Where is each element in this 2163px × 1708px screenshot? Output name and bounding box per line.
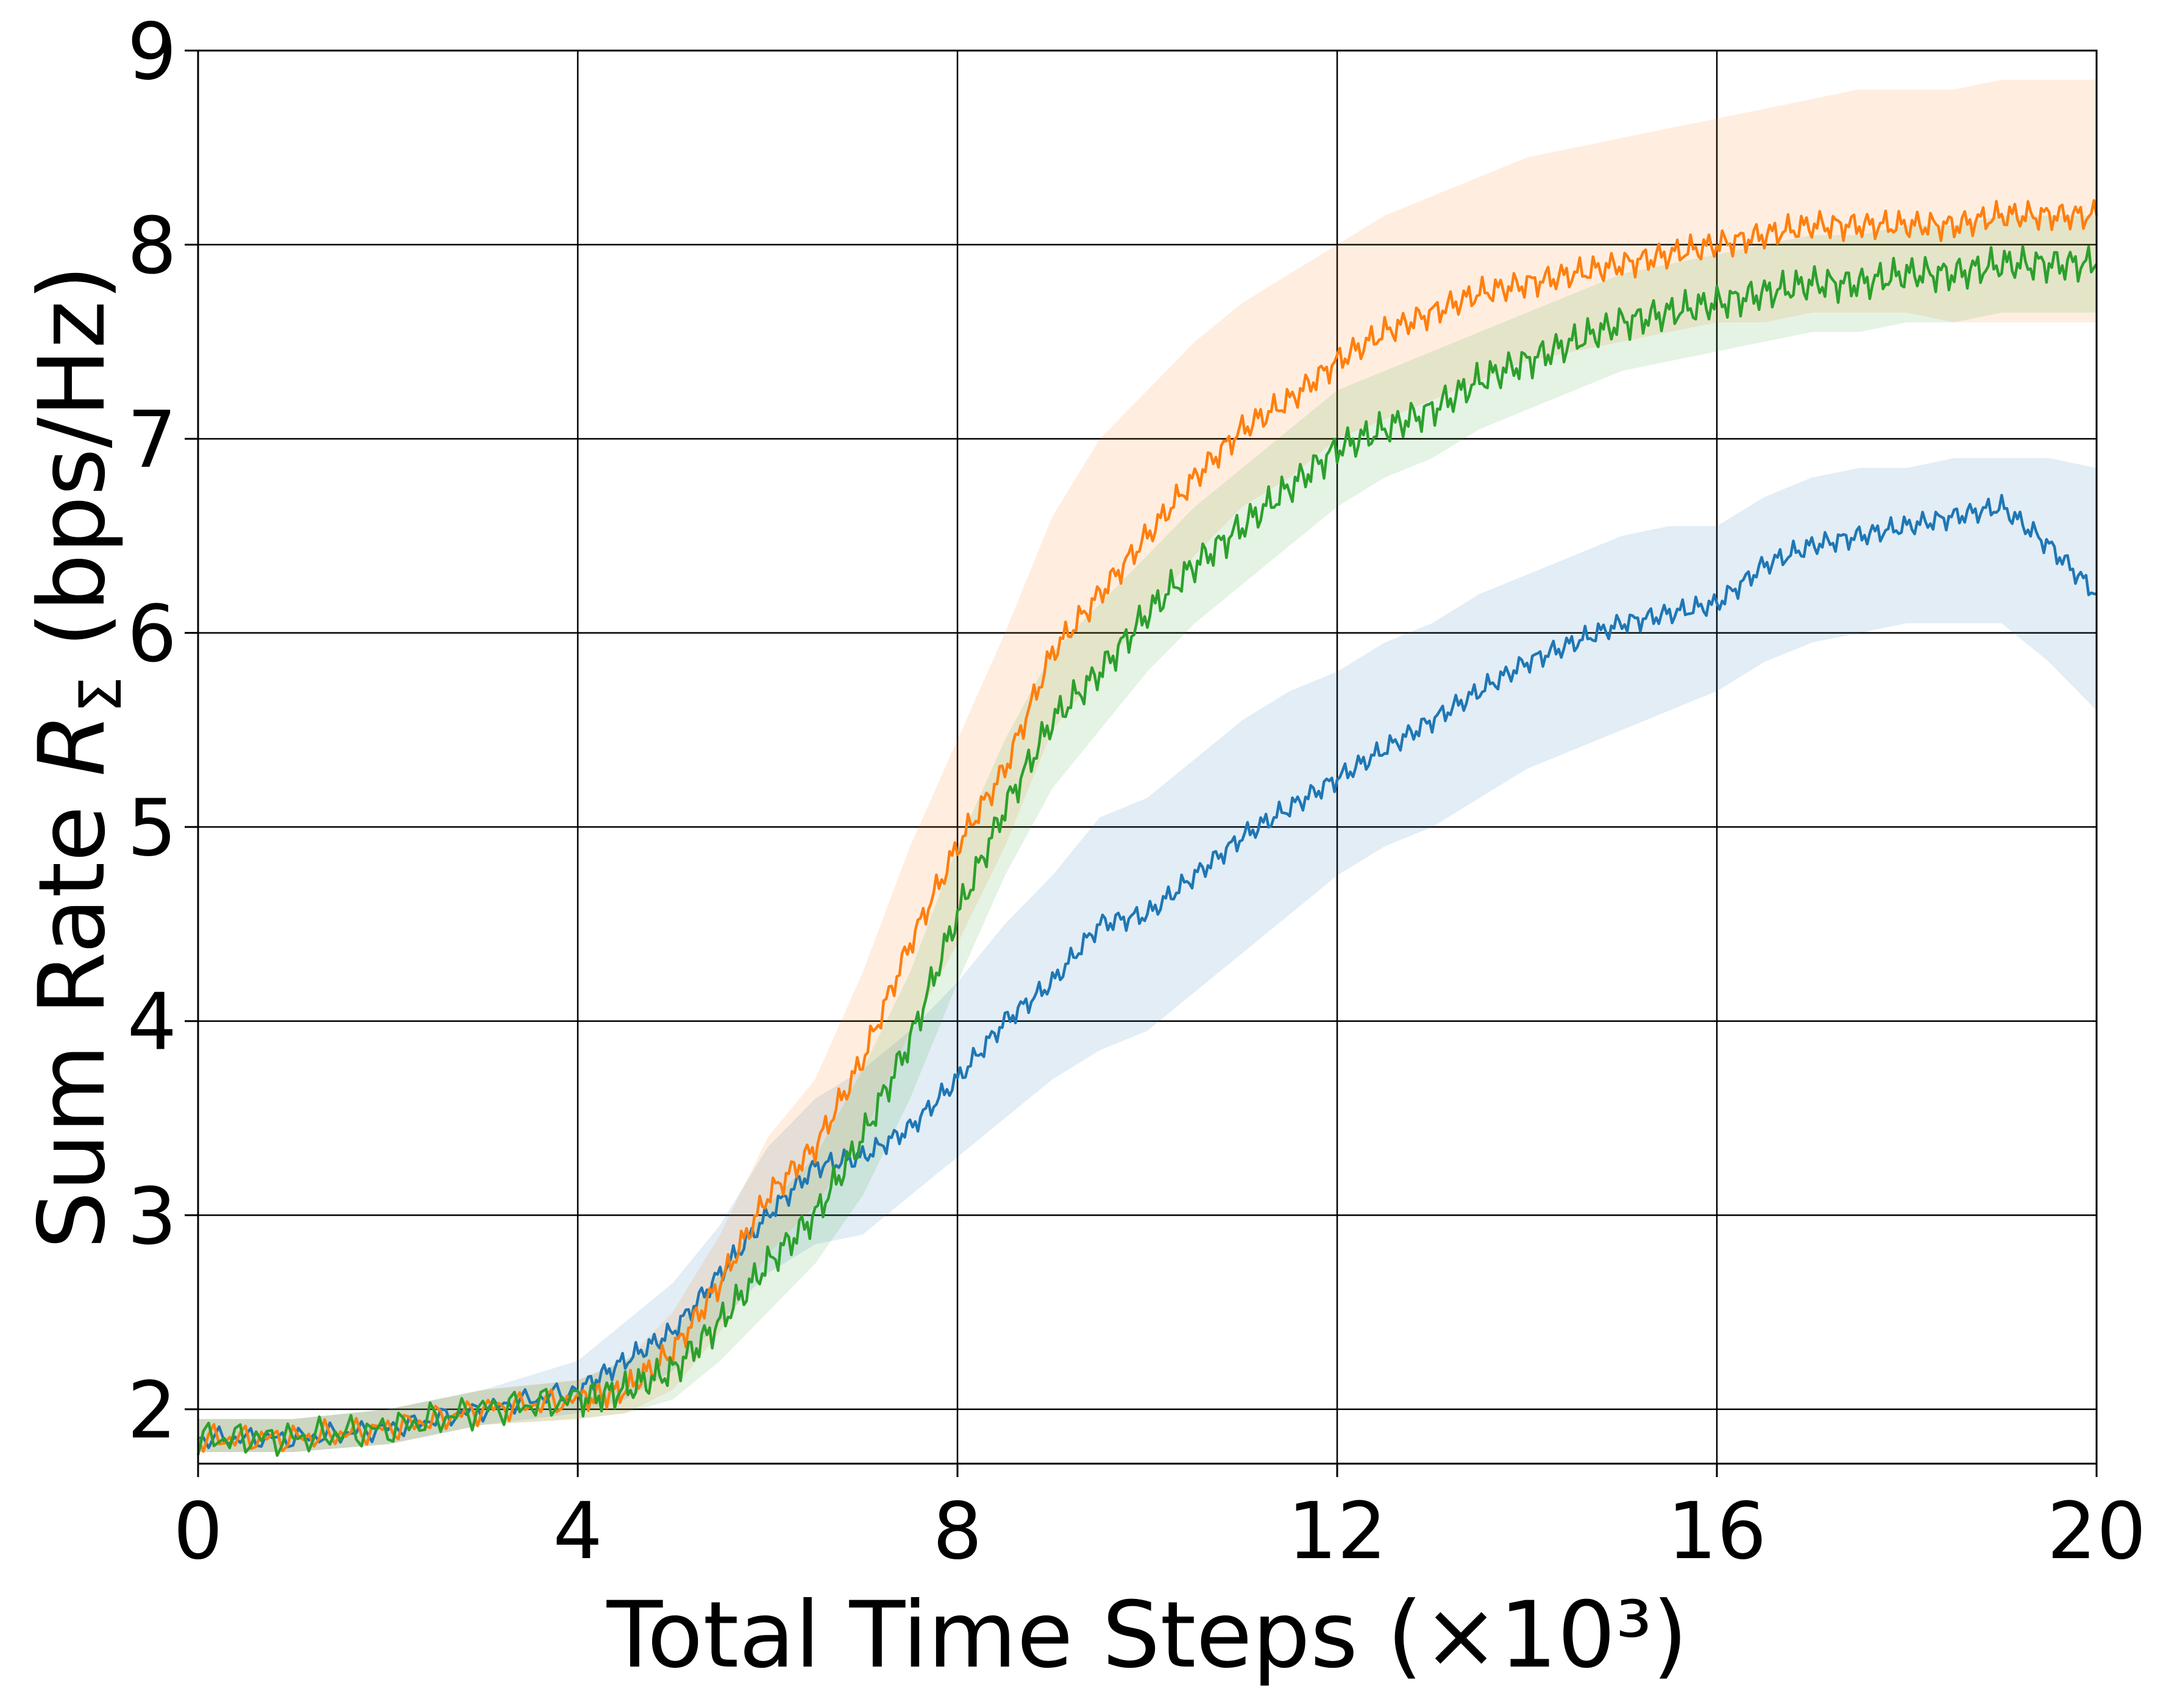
x-tick-label: 8 bbox=[932, 1486, 982, 1577]
y-tick-label: 8 bbox=[127, 201, 177, 292]
y-tick-label: 6 bbox=[127, 589, 177, 680]
series-1-line bbox=[197, 494, 2097, 1450]
y-tick-label: 5 bbox=[127, 783, 177, 874]
x-axis-label: Total Time Steps (×10³) bbox=[606, 1582, 1688, 1689]
x-tick-label: 20 bbox=[2047, 1486, 2147, 1577]
series-2-band bbox=[198, 79, 2097, 1452]
y-tick-label: 2 bbox=[127, 1366, 177, 1456]
series-1-band bbox=[198, 458, 2097, 1452]
series-lines bbox=[196, 199, 2098, 1457]
y-tick-label: 9 bbox=[127, 7, 177, 97]
y-tick-label: 3 bbox=[127, 1171, 177, 1262]
y-axis-label-subscript: Σ bbox=[68, 676, 135, 713]
y-axis-label-suffix: (bps/Hz) bbox=[20, 265, 126, 676]
x-tick-label: 4 bbox=[553, 1486, 602, 1577]
y-axis-label-prefix: Sum Rate bbox=[20, 776, 126, 1249]
y-tick-label: 4 bbox=[127, 977, 177, 1068]
series-3-line bbox=[196, 244, 2098, 1457]
tick-layer: 0 4 8 12 16 20 2 3 4 5 6 7 8 9 bbox=[127, 7, 2147, 1577]
y-axis-label-symbol: R bbox=[20, 713, 126, 776]
confidence-bands bbox=[198, 79, 2097, 1452]
x-tick-label: 0 bbox=[173, 1486, 222, 1577]
x-tick-label: 12 bbox=[1288, 1486, 1387, 1577]
x-tick-label: 16 bbox=[1668, 1486, 1767, 1577]
plot-frame bbox=[197, 49, 2098, 1465]
y-tick-label: 7 bbox=[127, 395, 177, 486]
y-axis-label: Sum Rate RΣ (bps/Hz) bbox=[20, 265, 135, 1249]
